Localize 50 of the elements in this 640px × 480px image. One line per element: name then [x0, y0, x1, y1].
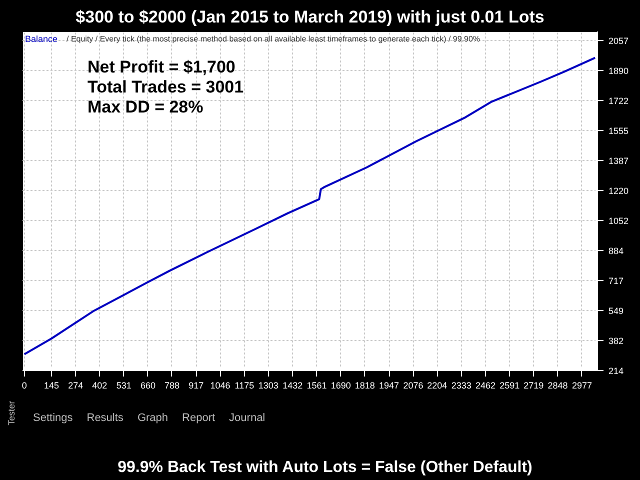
x-tick-label: 2977 [572, 380, 592, 390]
x-tick-label: 2076 [403, 380, 424, 390]
x-tick-label: 2462 [475, 380, 496, 390]
x-tick-label: 402 [92, 380, 108, 390]
x-tick-label: 2591 [500, 380, 520, 390]
x-tick-label: 1175 [234, 380, 254, 390]
text: Tester [6, 400, 18, 426]
annotation: Total Trades = 3001 [88, 78, 244, 96]
x-tick-label: 1690 [330, 380, 351, 390]
x-tick-label: 531 [116, 380, 132, 390]
text: Report [182, 412, 216, 424]
x-tick-label: 1818 [354, 380, 375, 390]
y-tick-label: 214 [608, 366, 624, 376]
y-tick-label: 1890 [608, 66, 629, 76]
line-series [23, 56, 596, 356]
x-tick-label: 917 [188, 380, 204, 390]
x-tick-label: 660 [140, 380, 156, 390]
y-tick-label: 549 [608, 306, 624, 316]
x-tick-label: 1432 [282, 380, 303, 390]
x-tick-label: 145 [44, 380, 60, 390]
x-tick-label: 1046 [210, 380, 230, 390]
y-tick-label: 2057 [608, 36, 629, 46]
y-tick-label: 1722 [608, 96, 629, 106]
text: Graph [137, 412, 168, 424]
y-tick-label: 1220 [608, 186, 629, 196]
annotation: / Equity / Every tick (the most precise method based on all available least timeframes to generate each tick) / 99.90% [66, 34, 480, 44]
annotation: Net Profit = $1,700 [88, 58, 236, 76]
x-tick-label: 1947 [379, 380, 400, 390]
x-tick-label: 1561 [306, 380, 327, 390]
y-tick-label: 1387 [608, 156, 629, 166]
y-tick-label: 717 [608, 276, 624, 286]
x-tick-label: 274 [68, 380, 84, 390]
text: Journal [229, 412, 266, 424]
y-tick-label: 884 [608, 246, 624, 256]
text: Balance [25, 34, 58, 44]
text: Results [86, 412, 124, 424]
chart-title: $300 to $2000 (Jan 2015 to March 2019) with just 0.01 Lots [76, 8, 544, 26]
y-tick-label: 1052 [608, 216, 629, 226]
text: Settings [33, 412, 73, 424]
x-tick-label: 2848 [548, 380, 568, 390]
text: 99.9% Back Test with Auto Lots = False (Other Default) [116, 458, 534, 478]
annotation: Max DD = 28% [88, 98, 204, 116]
x-tick-label: 1303 [258, 380, 278, 390]
x-tick-label: 788 [164, 380, 180, 390]
x-tick-label: 0 [22, 380, 27, 390]
x-tick-label: 2333 [451, 380, 472, 390]
y-tick-label: 382 [608, 336, 624, 346]
x-tick-label: 2719 [524, 380, 544, 390]
y-tick-label: 1555 [608, 126, 629, 136]
x-tick-label: 2204 [427, 380, 448, 390]
